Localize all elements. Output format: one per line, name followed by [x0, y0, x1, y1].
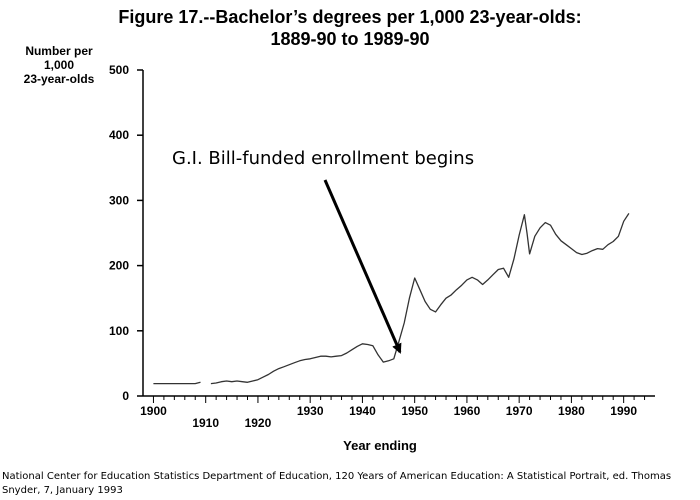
y-tick-label: 0 — [122, 389, 129, 403]
annotation-text: G.I. Bill-funded enrollment begins — [172, 148, 475, 169]
y-tick-label: 100 — [109, 324, 129, 338]
x-tick-label: 1930 — [297, 404, 324, 418]
y-axis-label-line-2: 1,000 — [43, 58, 75, 72]
x-axis-label: Year ending — [343, 438, 417, 453]
series-line-2 — [210, 213, 630, 385]
annotation-arrow — [323, 179, 402, 354]
source-note: National Center for Education Statistics… — [2, 471, 672, 496]
x-tick-label: 1940 — [349, 404, 376, 418]
chart-subtitle: 1889-90 to 1989-90 — [270, 29, 430, 49]
y-tick-label: 400 — [109, 128, 129, 142]
x-tick-label: 1910 — [192, 416, 219, 430]
x-tick-label: 1990 — [610, 404, 637, 418]
x-tick-label: 1900 — [140, 404, 167, 418]
x-tick-label: 1950 — [401, 404, 428, 418]
y-tick-label: 500 — [109, 63, 129, 77]
y-tick-label: 300 — [109, 193, 129, 207]
x-tick-label: 1920 — [245, 416, 272, 430]
y-axis-label-line-3: 23-year-olds — [23, 72, 95, 86]
series-group — [153, 213, 630, 385]
y-tick-label: 200 — [109, 259, 129, 273]
chart-title: Figure 17.--Bachelor’s degrees per 1,000… — [118, 7, 582, 27]
x-tick-label: 1980 — [558, 404, 585, 418]
x-tick-label: 1960 — [454, 404, 481, 418]
x-tick-label: 1970 — [506, 404, 533, 418]
y-axis-label-line-1: Number per — [25, 44, 93, 58]
series-line-1 — [153, 381, 201, 385]
axes: 0 100 200 300 400 500 1900 1930 1940 1950 1960 1970… — [109, 63, 655, 430]
